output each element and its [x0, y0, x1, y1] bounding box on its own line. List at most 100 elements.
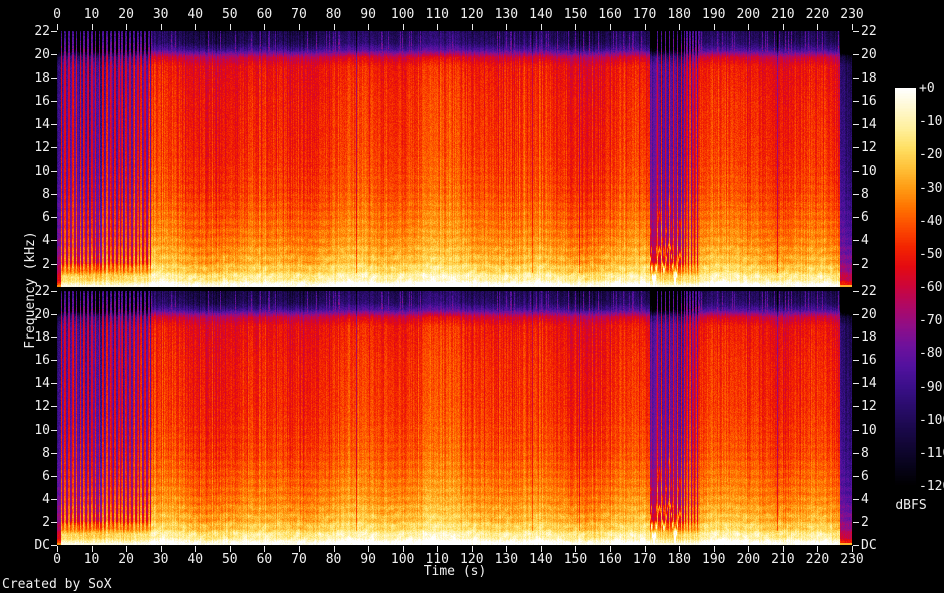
freq-tick-mark — [51, 406, 57, 408]
time-tick-label: 150 — [563, 7, 588, 22]
frequency-axis-label: Frequency (kHz) — [23, 231, 38, 349]
time-tick-mark — [91, 24, 93, 30]
time-tick-mark — [126, 546, 128, 552]
time-tick-mark — [57, 24, 58, 30]
time-tick-mark — [126, 24, 128, 30]
freq-tick-mark — [51, 100, 57, 102]
freq-tick-label: 2 — [861, 514, 869, 530]
time-tick-label: 90 — [360, 552, 376, 567]
freq-tick-mark — [853, 291, 859, 292]
freq-tick-label: 22 — [34, 24, 50, 39]
level-tick-label: -10 — [919, 114, 943, 130]
time-tick-mark — [817, 24, 819, 30]
level-tick-label: -80 — [919, 346, 943, 362]
freq-tick-mark — [51, 170, 57, 172]
time-tick-label: 110 — [425, 552, 449, 567]
freq-tick-mark — [853, 217, 859, 219]
time-tick-label: 50 — [221, 552, 238, 567]
freq-tick-label: 20 — [861, 47, 877, 63]
freq-tick-label: 2 — [42, 256, 50, 272]
freq-tick-label: 4 — [42, 233, 50, 249]
time-tick-label: 210 — [771, 7, 795, 22]
freq-tick-label: 10 — [34, 163, 50, 179]
level-tick-label: -110 — [919, 445, 944, 461]
time-tick-mark — [298, 546, 300, 552]
freq-tick-label: 10 — [861, 163, 877, 179]
level-tick-label: -60 — [919, 280, 943, 295]
time-tick-label: 80 — [325, 7, 342, 22]
time-tick-label: 170 — [632, 552, 657, 567]
freq-tick-mark — [853, 147, 859, 149]
time-tick-label: 220 — [805, 7, 830, 22]
colorbar-unit-label: dBFS — [895, 498, 927, 513]
freq-tick-mark — [853, 170, 859, 172]
freq-tick-label: 6 — [861, 468, 869, 484]
level-tick-label: +0 — [919, 81, 935, 96]
time-tick-label: 160 — [598, 7, 622, 22]
freq-tick-label: 6 — [42, 468, 50, 484]
spectrogram-right-channel — [57, 291, 852, 545]
freq-tick-mark — [51, 124, 57, 126]
time-tick-mark — [471, 24, 473, 30]
freq-tick-label: 18 — [34, 330, 50, 346]
sox-credit-text: Created by SoX — [2, 577, 112, 592]
freq-tick-label: 20 — [861, 307, 877, 323]
freq-tick-mark — [51, 77, 57, 79]
time-tick-mark — [471, 546, 473, 552]
time-tick-mark — [748, 546, 750, 552]
time-tick-label: 50 — [221, 7, 238, 22]
freq-tick-label: 12 — [861, 140, 877, 156]
time-tick-label: 130 — [494, 552, 519, 567]
time-tick-mark — [644, 24, 646, 30]
freq-tick-label: 20 — [34, 307, 50, 323]
freq-tick-label: 12 — [34, 140, 50, 156]
time-tick-label: 220 — [805, 552, 830, 567]
time-tick-label: 0 — [53, 552, 61, 567]
time-tick-label: 210 — [771, 552, 795, 567]
freq-tick-mark — [51, 291, 57, 292]
freq-tick-label: 16 — [34, 93, 50, 109]
time-tick-mark — [852, 24, 853, 30]
time-tick-mark — [402, 546, 404, 552]
freq-dc-label: DC — [34, 538, 50, 553]
time-tick-label: 200 — [736, 552, 761, 567]
freq-tick-label: 22 — [861, 24, 877, 39]
freq-tick-mark — [853, 193, 859, 195]
freq-tick-label: 20 — [34, 47, 50, 63]
time-tick-mark — [264, 546, 266, 552]
time-tick-mark — [610, 546, 612, 552]
freq-tick-mark — [853, 337, 859, 339]
time-tick-mark — [437, 546, 439, 552]
freq-tick-mark — [51, 193, 57, 195]
time-tick-mark — [91, 546, 93, 552]
time-tick-mark — [540, 546, 542, 552]
time-tick-mark — [575, 24, 577, 30]
freq-tick-label: 16 — [861, 93, 877, 109]
time-tick-mark — [160, 24, 162, 30]
freq-tick-mark — [51, 147, 57, 149]
time-tick-label: 190 — [701, 7, 726, 22]
freq-tick-label: 22 — [34, 284, 50, 299]
time-tick-label: 140 — [529, 7, 553, 22]
freq-tick-mark — [853, 383, 859, 385]
time-tick-label: 180 — [667, 552, 691, 567]
freq-dc-label: DC — [861, 538, 877, 553]
freq-tick-mark — [51, 217, 57, 219]
freq-tick-label: 8 — [861, 445, 869, 461]
freq-tick-label: 6 — [42, 210, 50, 226]
time-tick-mark — [679, 546, 681, 552]
time-tick-label: 0 — [53, 7, 61, 22]
freq-tick-label: 16 — [861, 353, 877, 369]
time-tick-mark — [57, 546, 58, 552]
freq-tick-mark — [51, 383, 57, 385]
time-tick-label: 20 — [118, 7, 134, 22]
time-tick-label: 90 — [360, 7, 376, 22]
time-tick-label: 70 — [291, 7, 307, 22]
time-tick-label: 20 — [118, 552, 134, 567]
time-tick-mark — [333, 24, 335, 30]
level-tick-label: -100 — [919, 412, 944, 428]
time-tick-label: 160 — [598, 552, 622, 567]
time-tick-mark — [195, 546, 197, 552]
time-tick-mark — [817, 546, 819, 552]
time-tick-label: 230 — [840, 7, 864, 22]
